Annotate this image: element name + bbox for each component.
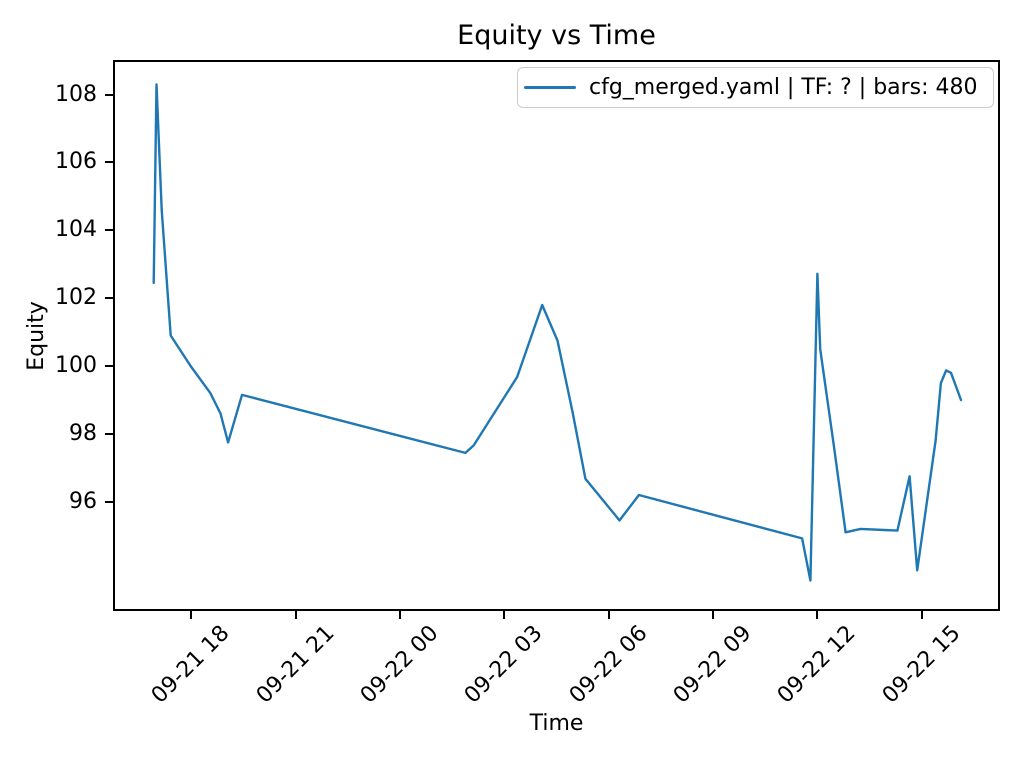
x-tick-mark: [920, 611, 923, 619]
x-tick-mark: [294, 611, 297, 619]
x-tick-label: 09-22 15: [877, 620, 966, 709]
equity-line: [152, 83, 963, 582]
x-tick-mark: [712, 611, 715, 619]
x-axis-label: Time: [529, 711, 584, 736]
plot-area: [113, 60, 1000, 611]
x-tick-label: 09-22 00: [355, 620, 444, 709]
y-tick-mark: [105, 500, 113, 503]
x-tick-label: 09-22 03: [460, 620, 548, 709]
x-tick-mark: [190, 611, 193, 619]
chart-title: Equity vs Time: [457, 20, 656, 51]
x-tick-mark: [503, 611, 506, 619]
y-tick-mark: [105, 365, 113, 368]
x-tick-mark: [398, 611, 401, 619]
x-tick-mark: [607, 611, 610, 619]
x-tick-label: 09-21 18: [147, 620, 235, 709]
legend: cfg_merged.yaml | TF: ? | bars: 480: [517, 67, 994, 108]
x-tick-label: 09-22 06: [564, 620, 653, 709]
x-tick-label: 09-21 21: [251, 620, 340, 709]
plot-canvas: [152, 83, 963, 582]
x-tick-label: 09-22 12: [773, 620, 861, 709]
y-tick-label: 104: [55, 217, 97, 243]
y-axis-label: Equity: [24, 301, 49, 371]
y-tick-mark: [105, 229, 113, 232]
x-tick-label: 09-22 09: [668, 620, 757, 709]
y-tick-mark: [105, 297, 113, 300]
y-tick-mark: [105, 93, 113, 96]
y-tick-label: 96: [69, 488, 97, 514]
x-tick-mark: [816, 611, 819, 619]
y-tick-label: 106: [55, 149, 97, 175]
y-tick-label: 108: [55, 81, 97, 107]
y-tick-mark: [105, 432, 113, 435]
legend-label: cfg_merged.yaml | TF: ? | bars: 480: [589, 74, 978, 100]
y-tick-label: 100: [55, 353, 97, 379]
y-tick-mark: [105, 161, 113, 164]
y-tick-label: 98: [69, 420, 97, 446]
legend-line-swatch: [524, 85, 576, 90]
y-tick-label: 102: [55, 285, 97, 311]
